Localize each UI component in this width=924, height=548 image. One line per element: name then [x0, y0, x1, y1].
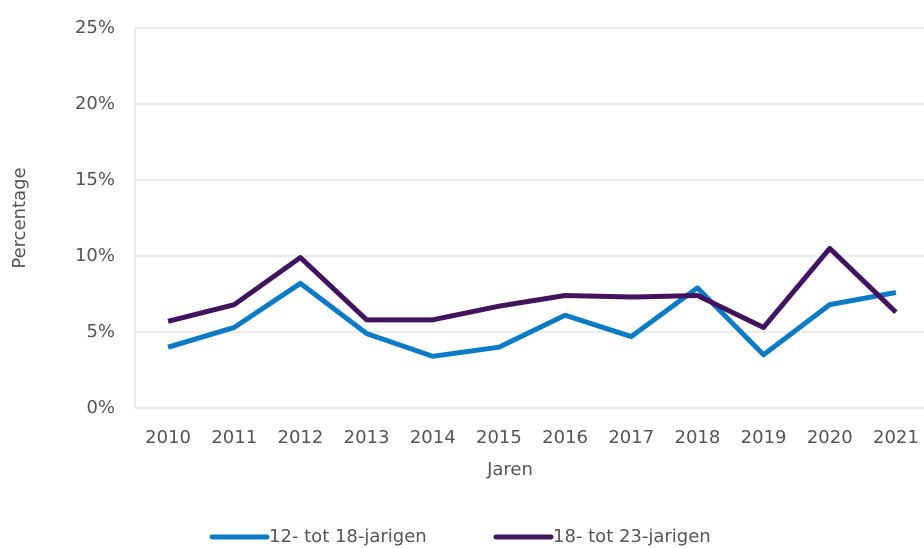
x-tick-label: 2010 — [145, 427, 191, 448]
y-tick-label: 0% — [86, 397, 115, 418]
x-tick-label: 2020 — [807, 427, 853, 448]
x-tick-label: 2011 — [211, 427, 257, 448]
y-axis-label: Percentage — [9, 167, 30, 268]
y-tick-label: 5% — [86, 321, 115, 342]
x-tick-label: 2021 — [873, 427, 919, 448]
y-tick-label: 10% — [75, 245, 115, 266]
x-tick-label: 2015 — [476, 427, 522, 448]
y-tick-label: 25% — [75, 17, 115, 38]
x-tick-label: 2016 — [542, 427, 588, 448]
series-line — [167, 280, 897, 359]
y-tick-label: 15% — [75, 169, 115, 190]
x-tick-label: 2014 — [410, 427, 456, 448]
legend-label: 12- tot 18-jarigen — [269, 526, 427, 547]
series-line — [167, 245, 898, 330]
x-tick-label: 2013 — [344, 427, 390, 448]
x-axis-label: Jaren — [486, 459, 533, 480]
legend-label: 18- tot 23-jarigen — [553, 526, 711, 547]
x-tick-label: 2019 — [741, 427, 787, 448]
x-tick-label: 2017 — [608, 427, 654, 448]
x-tick-label: 2018 — [675, 427, 721, 448]
y-tick-label: 20% — [75, 93, 115, 114]
x-tick-label: 2012 — [278, 427, 324, 448]
